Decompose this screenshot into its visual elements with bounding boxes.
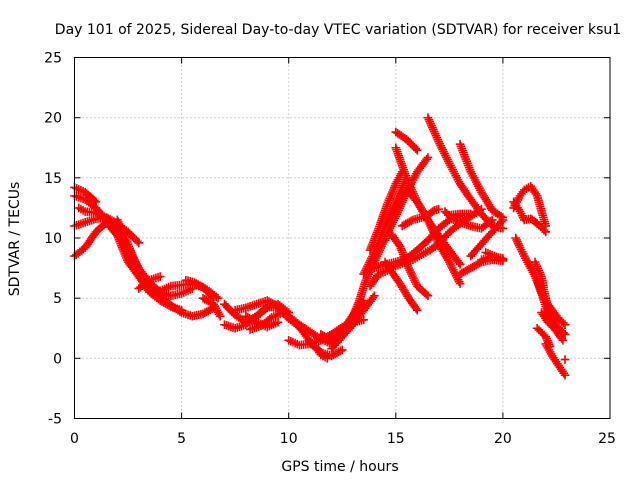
marker-track-48 <box>560 355 570 364</box>
series-track-47 <box>541 339 570 380</box>
ytick-label-20: 20 <box>44 111 62 127</box>
x-axis-label: GPS time / hours <box>281 459 398 475</box>
series-track-30 <box>387 230 433 301</box>
series-track-29 <box>380 257 422 315</box>
ytick-label-25: 25 <box>44 51 62 67</box>
x-tick-labels: 0 5 10 15 20 25 <box>70 431 616 447</box>
series-track-28 <box>391 127 422 155</box>
series-track-39 <box>481 248 508 264</box>
marker-track-44 <box>530 257 555 327</box>
chart-title: Day 101 of 2025, Sidereal Day-to-day VTE… <box>55 22 621 38</box>
plot-frame <box>74 57 611 419</box>
marker-track-30 <box>387 230 433 301</box>
series-track-37 <box>466 215 508 261</box>
marker-track-41 <box>509 197 551 237</box>
y-axis-label: SDTVAR / TECUs <box>7 182 23 297</box>
marker-track-45 <box>537 308 568 345</box>
series-track-34 <box>440 207 497 233</box>
series-track-45 <box>537 308 568 345</box>
series-track-44 <box>530 257 555 327</box>
series-track-10 <box>198 293 225 321</box>
ytick-label-0: 0 <box>53 351 62 367</box>
xtick-label-10: 10 <box>280 431 298 447</box>
marker-track-10 <box>198 293 225 321</box>
marker-track-35 <box>455 139 508 222</box>
marker-track-20 <box>327 291 379 354</box>
ytick-label-5: 5 <box>53 291 62 307</box>
ytick-label-10: 10 <box>44 231 62 247</box>
series-track-9 <box>181 275 223 303</box>
marker-track-28 <box>391 127 422 155</box>
xtick-label-20: 20 <box>494 431 512 447</box>
series-track-31 <box>397 204 443 231</box>
marker-track-47 <box>541 339 570 380</box>
marker-track-37 <box>466 215 508 261</box>
series-track-15 <box>245 308 287 334</box>
marker-track-31 <box>397 204 443 231</box>
marker-track-34 <box>440 207 497 233</box>
marker-track-29 <box>380 257 422 315</box>
xtick-label-0: 0 <box>70 431 79 447</box>
series-track-41 <box>509 197 551 237</box>
series-track-7 <box>134 272 165 293</box>
series-track-23 <box>365 167 407 255</box>
xtick-label-15: 15 <box>387 431 405 447</box>
marker-track-9 <box>181 275 223 303</box>
series-track-20 <box>327 291 379 354</box>
marker-track-7 <box>134 272 165 293</box>
xtick-label-25: 25 <box>598 431 616 447</box>
marker-track-39 <box>481 248 508 264</box>
series-track-35 <box>455 139 508 222</box>
series-track-18 <box>305 338 332 363</box>
ytick-label-m5: -5 <box>48 412 62 428</box>
series-track-27 <box>391 143 465 289</box>
series-track-48 <box>560 355 570 364</box>
xtick-label-5: 5 <box>177 431 186 447</box>
marker-track-18 <box>305 338 332 363</box>
marker-track-15 <box>245 308 287 334</box>
marker-track-23 <box>365 167 407 255</box>
y-tick-labels: -5 0 5 10 15 20 25 <box>44 51 62 428</box>
ytick-label-15: 15 <box>44 171 62 187</box>
marker-track-27 <box>391 143 465 289</box>
data-points <box>70 113 570 380</box>
